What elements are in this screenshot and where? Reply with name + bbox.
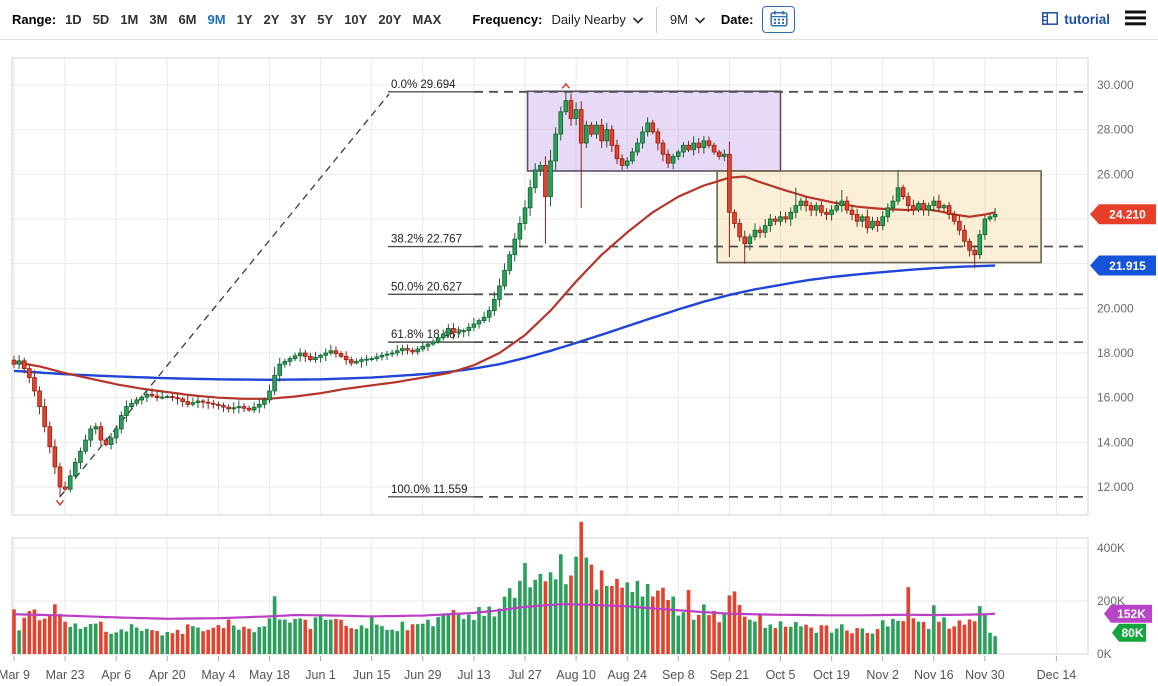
date-picker-button[interactable] (762, 6, 796, 33)
volume-ma-badge (1104, 604, 1152, 623)
frequency-dropdown[interactable]: Daily Nearby (551, 12, 643, 27)
price-axis-label: 16.000 (1097, 391, 1134, 405)
x-axis-label: Apr 20 (149, 668, 186, 682)
x-axis-label: Sep 8 (662, 668, 695, 682)
axis-badges: 24.210 21.915 152K 80K (1090, 204, 1156, 642)
volume-axis-label: 0K (1097, 647, 1112, 661)
x-axis-label: Jul 13 (457, 668, 490, 682)
x-axis-label: Oct 19 (813, 668, 850, 682)
ma-slow-badge (1090, 255, 1156, 276)
x-axis-label: Sep 21 (710, 668, 750, 682)
range-1m[interactable]: 1M (120, 12, 139, 27)
menu-button[interactable] (1125, 10, 1146, 29)
range-3y[interactable]: 3Y (290, 12, 307, 27)
fib-label: 100.0% 11.559 (391, 484, 468, 496)
price-axis-label: 28.000 (1097, 123, 1134, 137)
range-1y[interactable]: 1Y (236, 12, 253, 27)
candles (11, 91, 998, 497)
volume-bars (12, 521, 997, 654)
swing-marker (55, 499, 65, 506)
tutorial-label: tutorial (1064, 12, 1110, 27)
range-buttons: 1D 5D 1M 3M 6M 9M 1Y 2Y 3Y 5Y 10Y 20Y MAX (65, 12, 452, 27)
range-9m[interactable]: 9M (207, 12, 226, 27)
last-price-badge-text: 24.210 (1109, 208, 1146, 222)
volume-ma-badge-text: 152K (1117, 607, 1146, 621)
x-axis-label: Aug 10 (556, 668, 596, 682)
price-axis-label: 26.000 (1097, 167, 1134, 181)
fib-label: 50.0% 20.627 (391, 281, 462, 293)
price-axis-label: 12.000 (1097, 480, 1134, 494)
ma-slow-badge-text: 21.915 (1109, 259, 1146, 273)
film-icon (1042, 11, 1059, 28)
last-volume-badge (1112, 623, 1146, 642)
range-1d[interactable]: 1D (65, 12, 82, 27)
x-axis-label: Mar 23 (46, 668, 85, 682)
last-volume-badge-text: 80K (1121, 626, 1143, 640)
range-20y[interactable]: 20Y (378, 12, 402, 27)
range-label: Range: (12, 12, 57, 27)
frequency-label: Frequency: (472, 12, 543, 27)
axes: 30.000 28.000 26.000 20.000 18.000 16.000 14.0… (0, 78, 1134, 682)
toolbar-right: tutorial (1042, 10, 1146, 29)
chart-area: 0.0% 29.694 38.2% 22.767 50.0% 20.627 61.8%… (0, 41, 1158, 686)
hamburger-icon (1125, 10, 1146, 29)
tutorial-link[interactable]: tutorial (1042, 11, 1110, 28)
x-axis-label: Nov 16 (914, 668, 954, 682)
x-axis-label: Jul 27 (508, 668, 541, 682)
x-axis-label: Jun 15 (353, 668, 391, 682)
fib-label: 38.2% 22.767 (391, 234, 462, 246)
x-axis-label: Dec 14 (1037, 668, 1077, 682)
x-axis-label: Aug 24 (607, 668, 647, 682)
range-6m[interactable]: 6M (178, 12, 197, 27)
calendar-icon (770, 10, 788, 30)
chevron-down-icon (632, 12, 643, 27)
x-axis-label: Oct 5 (766, 668, 796, 682)
range-max[interactable]: MAX (412, 12, 442, 27)
range-5y[interactable]: 5Y (317, 12, 334, 27)
price-panel-frame (11, 57, 1089, 516)
range-3m[interactable]: 3M (149, 12, 168, 27)
volume-ma-line (13, 603, 996, 620)
x-axis-label: May 4 (201, 668, 235, 682)
period-dropdown[interactable]: 9M (670, 12, 705, 27)
frequency-value: Daily Nearby (551, 12, 626, 27)
x-axis-label: Nov 30 (965, 668, 1005, 682)
ma-slow-line (13, 264, 996, 381)
swing-marker (561, 82, 570, 89)
toolbar: Range: 1D 5D 1M 3M 6M 9M 1Y 2Y 3Y 5Y 10Y 20Y MAX Fre… (0, 0, 1158, 40)
price-axis-label: 30.000 (1097, 78, 1134, 92)
x-axis-label: May 18 (249, 668, 290, 682)
last-price-badge (1090, 204, 1156, 225)
price-axis-label: 14.000 (1097, 435, 1134, 449)
grid (12, 58, 1088, 654)
x-axis-label: Nov 2 (866, 668, 899, 682)
chevron-down-icon (695, 12, 705, 27)
date-label: Date: (720, 12, 754, 27)
price-axis-label: 18.000 (1097, 346, 1134, 360)
x-axis-label: Jun 1 (305, 668, 336, 682)
trendline (59, 93, 390, 498)
x-axis-label: Mar 9 (0, 668, 30, 682)
price-axis-label: 20.000 (1097, 301, 1134, 315)
x-axis-label: Jun 29 (404, 668, 442, 682)
period-value: 9M (669, 12, 688, 27)
volume-axis-label: 200K (1097, 594, 1125, 608)
volume-axis-label: 400K (1097, 541, 1125, 555)
fib-label: 0.0% 29.694 (391, 79, 456, 91)
toolbar-separator (655, 6, 657, 33)
range-5d[interactable]: 5D (92, 12, 110, 27)
range-10y[interactable]: 10Y (344, 12, 368, 27)
range-2y[interactable]: 2Y (263, 12, 280, 27)
x-axis-label: Apr 6 (101, 668, 131, 682)
